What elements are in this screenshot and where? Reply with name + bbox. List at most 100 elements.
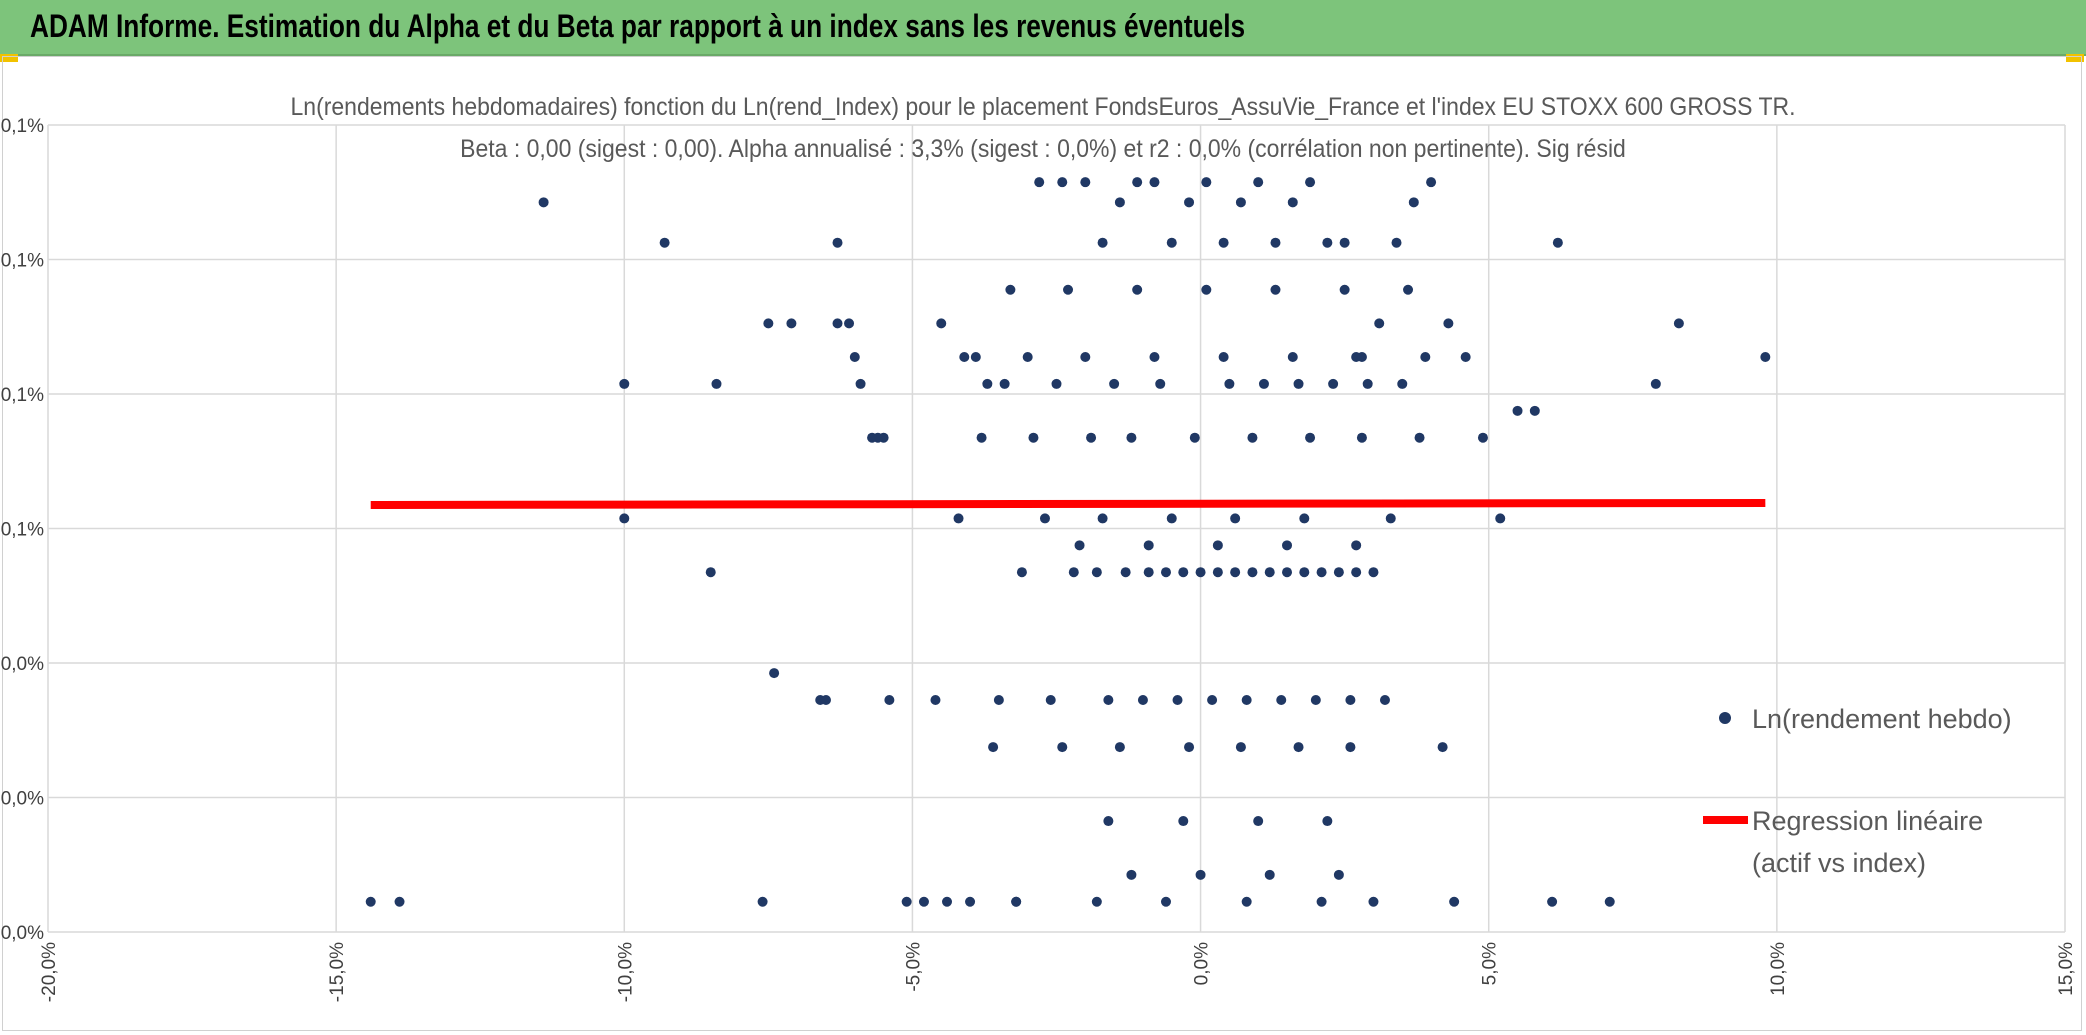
scatter-point — [1126, 869, 1137, 880]
scatter-point — [1529, 405, 1540, 416]
scatter-point — [849, 352, 860, 363]
scatter-point — [1287, 352, 1298, 363]
scatter-point — [1184, 197, 1195, 208]
scatter-point — [1195, 869, 1206, 880]
scatter-point — [1460, 352, 1471, 363]
x-tick-label: 15,0% — [2056, 942, 2077, 996]
scatter-point — [394, 896, 405, 907]
scatter-point — [1172, 694, 1183, 705]
scatter-point — [365, 896, 376, 907]
scatter-point — [1189, 432, 1200, 443]
scatter-point — [1086, 432, 1097, 443]
regression-line-path — [370, 498, 1766, 509]
y-tick-label: 0,1% — [1, 385, 44, 406]
scatter-point — [1034, 177, 1045, 188]
scatter-point — [1235, 742, 1246, 753]
scatter-point — [1299, 567, 1310, 578]
scatter-point — [1022, 352, 1033, 363]
scatter-point — [936, 318, 947, 329]
scatter-point — [993, 694, 1004, 705]
scatter-point — [1270, 237, 1281, 248]
scatter-point — [1103, 694, 1114, 705]
scatter-point — [1178, 816, 1189, 827]
scatter-point — [1155, 378, 1166, 389]
scatter-point — [1224, 378, 1235, 389]
scatter-point — [1333, 567, 1344, 578]
scatter-point — [1132, 284, 1143, 295]
scatter-point — [832, 237, 843, 248]
scatter-point — [1063, 284, 1074, 295]
scatter-point — [1299, 513, 1310, 524]
scatter-point — [1028, 432, 1039, 443]
report-title: ADAM Informe. Estimation du Alpha et du … — [30, 8, 1246, 44]
scatter-point — [1045, 694, 1056, 705]
scatter-point — [918, 896, 929, 907]
scatter-point — [1437, 742, 1448, 753]
scatter-point — [942, 896, 953, 907]
scatter-point — [1673, 318, 1684, 329]
x-axis-ticks: -20,0% -15,0% -10,0% -5,0% 0,0% 5,0% 10,0% 15,0… — [39, 942, 2077, 1002]
scatter-point — [1253, 177, 1264, 188]
scatter-point — [1201, 284, 1212, 295]
scatter-point — [1218, 237, 1229, 248]
scatter-point — [1091, 567, 1102, 578]
scatter-point — [1080, 177, 1091, 188]
scatter-point — [1282, 540, 1293, 551]
scatter-point — [1368, 567, 1379, 578]
scatter-point — [1005, 284, 1016, 295]
scatter-point — [763, 318, 774, 329]
scatter-point — [1391, 237, 1402, 248]
scatter-point — [1322, 237, 1333, 248]
scatter-point — [1512, 405, 1523, 416]
scatter-point — [1333, 869, 1344, 880]
scatter-point — [1241, 896, 1252, 907]
scatter-point — [1449, 896, 1460, 907]
legend-label-regression: Regression linéaire — [1752, 806, 1983, 836]
scatter-point — [1495, 513, 1506, 524]
scatter-point — [1137, 694, 1148, 705]
scatter-point — [1351, 540, 1362, 551]
scatter-point — [1264, 869, 1275, 880]
scatter-point — [820, 694, 831, 705]
scatter-point — [1604, 896, 1615, 907]
regression-line — [370, 498, 1766, 509]
scatter-point — [1097, 513, 1108, 524]
scatter-point — [1132, 177, 1143, 188]
chart-legend: Ln(rendement hebdo) Regression linéaire (a… — [1703, 704, 2012, 878]
scatter-point — [1160, 896, 1171, 907]
scatter-point — [1385, 513, 1396, 524]
scatter-point — [1207, 694, 1218, 705]
scatter-point — [1339, 237, 1350, 248]
scatter-point — [1074, 540, 1085, 551]
scatter-point — [976, 432, 987, 443]
scatter-point — [1080, 352, 1091, 363]
scatter-point — [769, 668, 780, 679]
scatter-point — [1235, 197, 1246, 208]
scatter-point — [1241, 694, 1252, 705]
scatter-point — [1264, 567, 1275, 578]
scatter-point — [1212, 567, 1223, 578]
scatter-point — [1143, 540, 1154, 551]
scatter-point — [1379, 694, 1390, 705]
scatter-point — [1016, 567, 1027, 578]
scatter-point — [1097, 237, 1108, 248]
scatter-point — [1345, 742, 1356, 753]
scatter-point — [1362, 378, 1373, 389]
scatter-point — [1408, 197, 1419, 208]
scatter-point — [1287, 197, 1298, 208]
scatter-point — [901, 896, 912, 907]
scatter-point — [1149, 177, 1160, 188]
scatter-point — [1552, 237, 1563, 248]
scatter-point — [1109, 378, 1120, 389]
scatter-point — [1351, 567, 1362, 578]
scatter-point — [1091, 896, 1102, 907]
scatter-point — [1374, 318, 1385, 329]
scatter-point — [1316, 896, 1327, 907]
x-tick-label: -20,0% — [39, 942, 60, 1002]
scatter-point — [1218, 352, 1229, 363]
scatter-point — [1351, 352, 1362, 363]
scatter-point — [988, 742, 999, 753]
scatter-point — [999, 378, 1010, 389]
scatter-point — [1160, 567, 1171, 578]
scatter-point — [1201, 177, 1212, 188]
